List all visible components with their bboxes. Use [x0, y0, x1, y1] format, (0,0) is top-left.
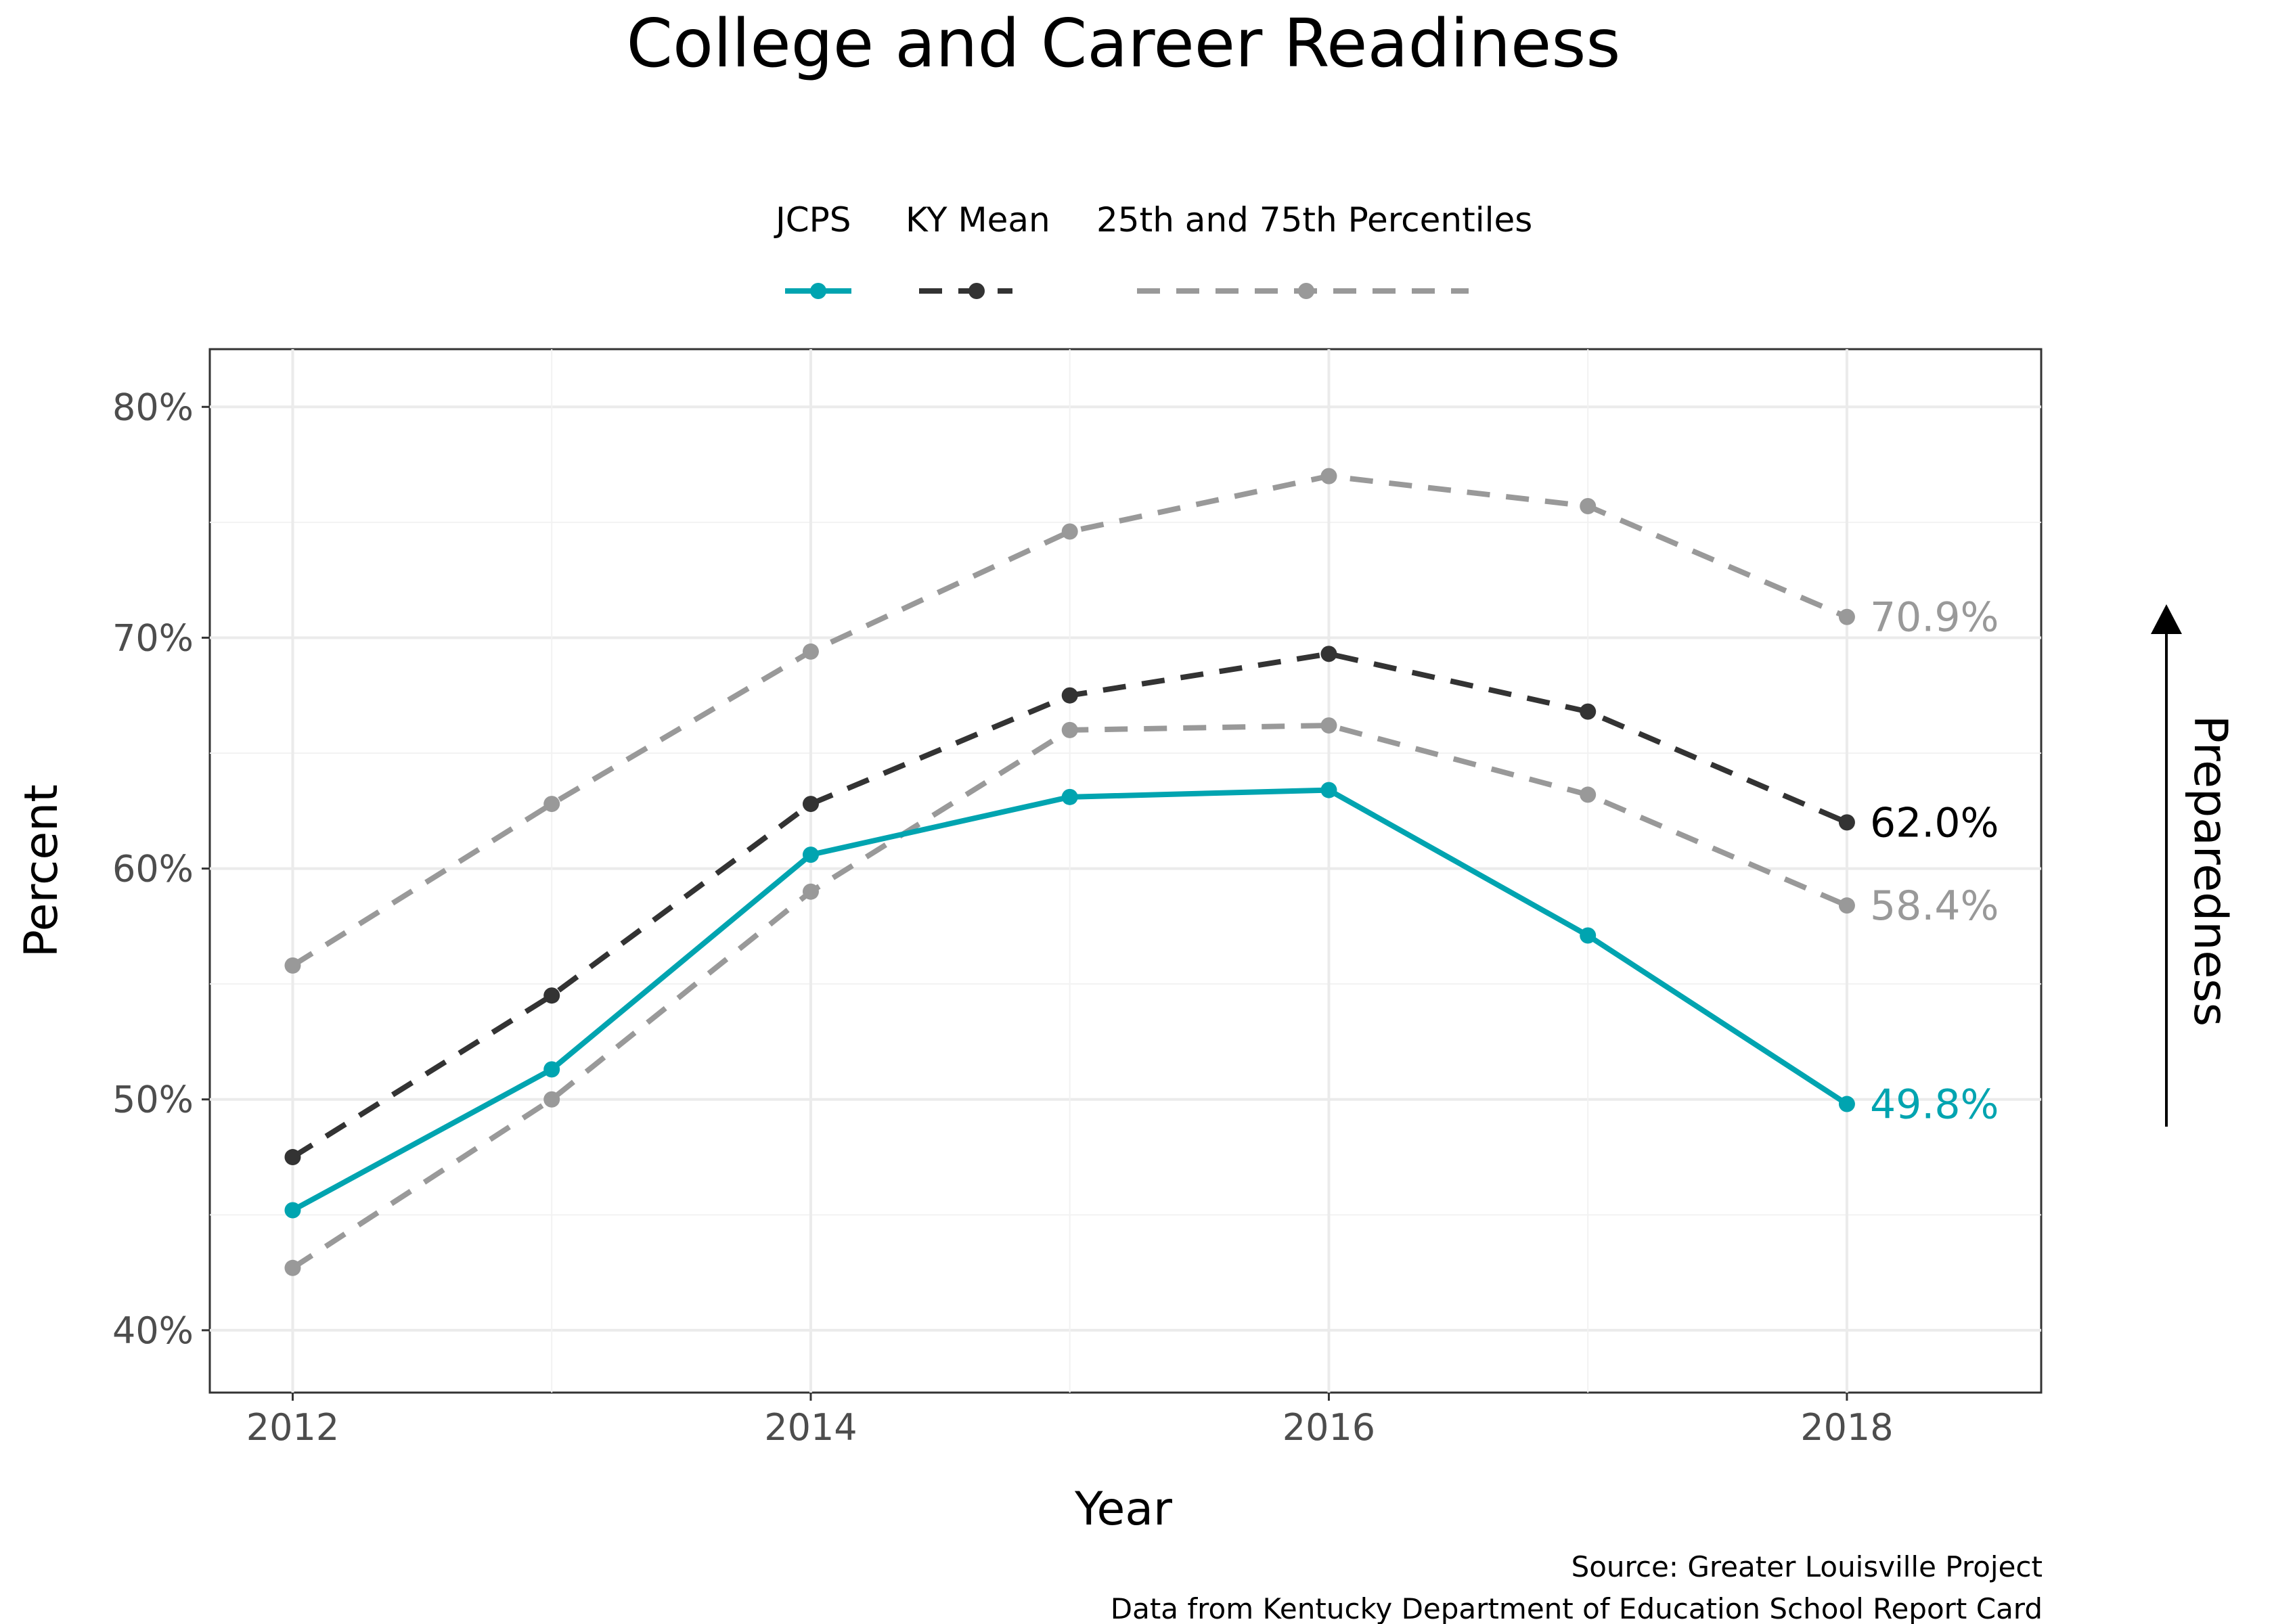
data-point-jcps — [1320, 782, 1337, 798]
y-tick-label: 70% — [112, 616, 194, 659]
data-point-p75 — [543, 796, 560, 813]
data-point-p75 — [802, 643, 819, 660]
data-point-p25 — [543, 1091, 560, 1108]
x-axis-title: Year — [1074, 1483, 1172, 1536]
y-axis-title: Percent — [15, 784, 68, 957]
y-tick-label: 50% — [112, 1079, 194, 1121]
end-label-ky_mean: 62.0% — [1870, 799, 1999, 847]
data-point-p25 — [1838, 897, 1855, 914]
preparedness-label: Preparedness — [2183, 715, 2237, 1027]
end-label-p25: 58.4% — [1870, 882, 1999, 930]
series-p75 — [284, 468, 1855, 974]
data-point-p25 — [1580, 786, 1597, 803]
data-point-p75 — [1320, 468, 1337, 484]
legend-key-point-p75 — [1298, 283, 1314, 299]
data-point-ky_mean — [1061, 687, 1078, 704]
y-tick-label: 60% — [112, 848, 194, 890]
data-point-p75 — [1580, 497, 1597, 514]
data-point-ky_mean — [284, 1149, 301, 1166]
up-arrow-icon — [2151, 604, 2182, 634]
legend-label-jcps: JCPS — [774, 200, 851, 240]
data-point-p75 — [1838, 608, 1855, 625]
data-point-p25 — [1061, 721, 1078, 738]
series-p25 — [284, 717, 1855, 1276]
legend-label-percentiles: 25th and 75th Percentiles — [1096, 200, 1532, 240]
data-point-ky_mean — [1838, 814, 1855, 831]
x-axis-ticks: 2012 2014 2016 2018 — [246, 1393, 1894, 1449]
data-point-p25 — [802, 883, 819, 900]
x-tick-label: 2016 — [1283, 1406, 1375, 1449]
x-tick-label: 2014 — [764, 1406, 857, 1449]
data-point-jcps — [543, 1061, 560, 1078]
x-tick-label: 2012 — [246, 1406, 339, 1449]
plot-panel — [208, 348, 2043, 1394]
series-jcps — [284, 782, 1855, 1219]
legend-label-ky-mean: KY Mean — [906, 200, 1050, 240]
gridlines — [210, 349, 2041, 1393]
data-point-ky_mean — [543, 987, 560, 1004]
series-layer — [284, 468, 1855, 1276]
data-point-p25 — [284, 1259, 301, 1276]
chart-title: College and Career Readiness — [627, 5, 1621, 83]
legend: JCPS KY Mean 25th and 75th Percentiles — [774, 200, 1532, 299]
data-point-p75 — [1061, 523, 1078, 540]
data-point-jcps — [1838, 1096, 1855, 1112]
y-axis-ticks: 40% 50% 60% 70% 80% — [112, 386, 210, 1352]
data-point-jcps — [284, 1202, 301, 1219]
data-point-jcps — [802, 847, 819, 863]
y-tick-label: 40% — [112, 1309, 194, 1352]
data-point-ky_mean — [1580, 703, 1597, 720]
y-tick-label: 80% — [112, 386, 194, 428]
preparedness-annotation: Preparedness — [2151, 604, 2237, 1127]
end-label-jcps: 49.8% — [1870, 1081, 1999, 1129]
end-labels: 70.9% 58.4% 62.0% 49.8% — [1870, 594, 1999, 1129]
legend-keys — [785, 283, 1469, 299]
data-point-jcps — [1061, 788, 1078, 805]
data-point-p25 — [1320, 717, 1337, 734]
data-point-jcps — [1580, 927, 1597, 944]
end-label-p75: 70.9% — [1870, 594, 1999, 641]
x-tick-label: 2018 — [1800, 1406, 1893, 1449]
data-point-p75 — [284, 957, 301, 974]
caption-source: Source: Greater Louisville Project — [1571, 1550, 2043, 1583]
legend-key-point-ky_mean — [968, 283, 985, 299]
series-ky_mean — [284, 646, 1855, 1166]
legend-key-point-jcps — [810, 283, 826, 299]
data-point-ky_mean — [802, 796, 819, 813]
caption-data-from: Data from Kentucky Department of Educati… — [1111, 1592, 2043, 1624]
data-point-ky_mean — [1320, 646, 1337, 662]
